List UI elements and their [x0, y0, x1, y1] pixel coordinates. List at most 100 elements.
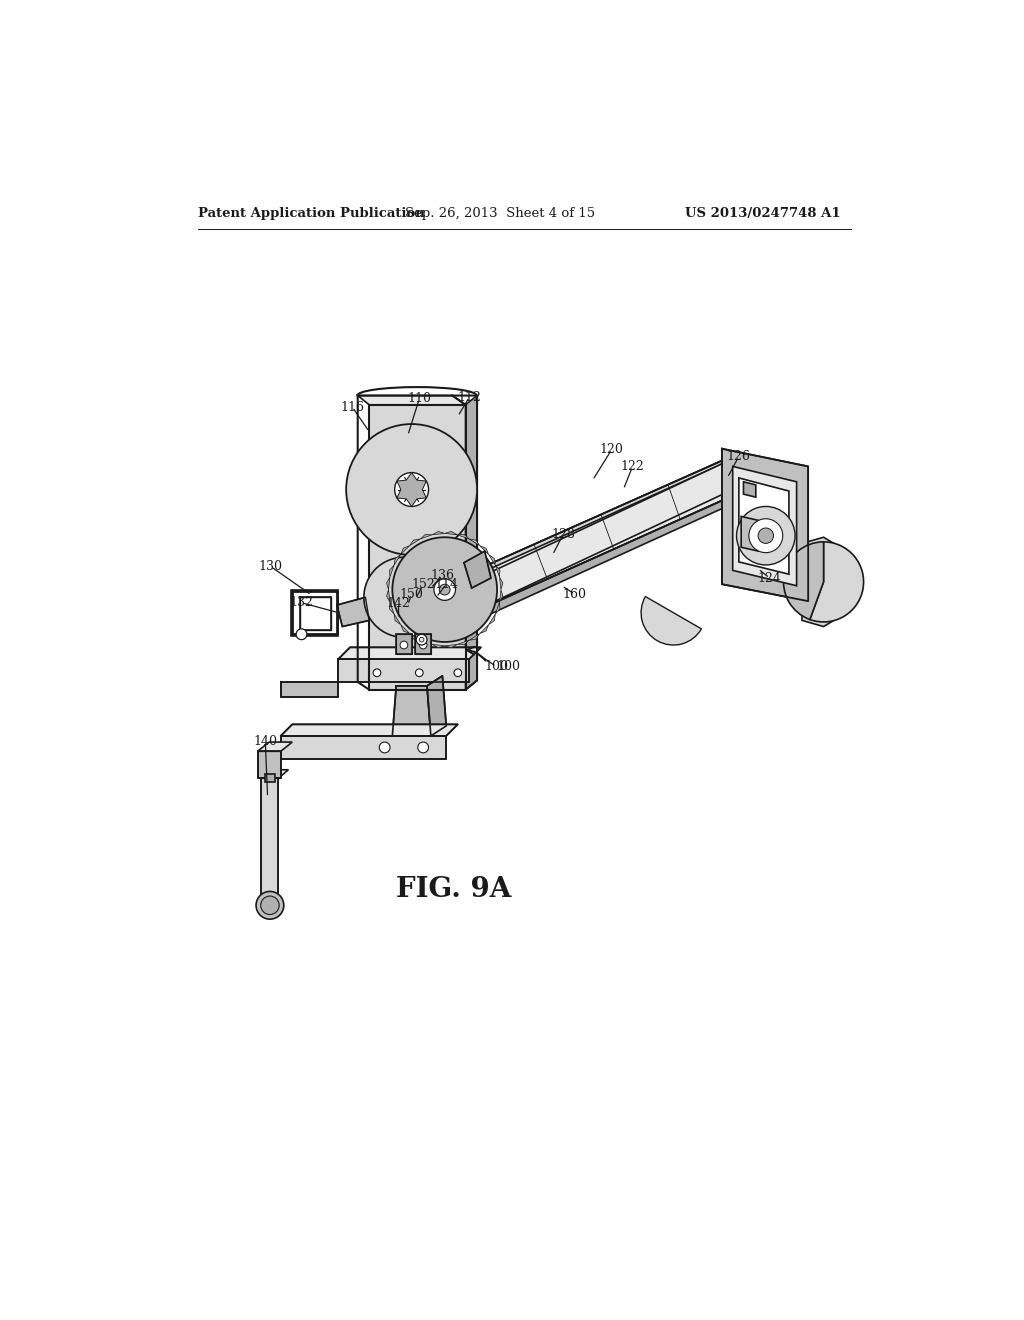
- Circle shape: [454, 669, 462, 677]
- Text: FIG. 9A: FIG. 9A: [396, 876, 512, 903]
- Circle shape: [346, 424, 477, 554]
- Circle shape: [416, 669, 423, 677]
- Polygon shape: [467, 455, 746, 609]
- Text: 140: 140: [253, 735, 278, 748]
- Circle shape: [373, 669, 381, 677]
- Polygon shape: [458, 640, 469, 645]
- Text: 122: 122: [621, 459, 644, 473]
- Polygon shape: [496, 602, 500, 614]
- Text: 114: 114: [434, 578, 459, 591]
- Polygon shape: [496, 565, 500, 577]
- Text: 128: 128: [551, 528, 575, 541]
- Polygon shape: [339, 659, 469, 682]
- Polygon shape: [466, 396, 477, 689]
- Polygon shape: [261, 779, 279, 898]
- Wedge shape: [783, 543, 823, 619]
- Polygon shape: [396, 635, 412, 653]
- Circle shape: [419, 642, 427, 649]
- Text: 136: 136: [430, 569, 455, 582]
- Polygon shape: [387, 577, 390, 590]
- Polygon shape: [410, 634, 420, 640]
- Polygon shape: [469, 634, 480, 640]
- Polygon shape: [410, 539, 420, 545]
- Polygon shape: [281, 682, 339, 697]
- Polygon shape: [370, 405, 466, 689]
- Polygon shape: [432, 644, 444, 648]
- Polygon shape: [802, 537, 847, 627]
- Polygon shape: [464, 552, 490, 589]
- Text: Sep. 26, 2013  Sheet 4 of 15: Sep. 26, 2013 Sheet 4 of 15: [406, 207, 595, 220]
- Polygon shape: [488, 554, 496, 565]
- Polygon shape: [444, 644, 458, 648]
- Circle shape: [416, 635, 427, 645]
- Text: 124: 124: [758, 572, 781, 585]
- Circle shape: [434, 579, 456, 601]
- Circle shape: [736, 507, 795, 565]
- Circle shape: [256, 891, 284, 919]
- Polygon shape: [281, 737, 446, 759]
- Polygon shape: [741, 516, 758, 552]
- Polygon shape: [420, 640, 432, 645]
- Polygon shape: [258, 751, 281, 779]
- Polygon shape: [733, 466, 797, 586]
- Polygon shape: [473, 459, 742, 605]
- Polygon shape: [743, 482, 756, 498]
- Polygon shape: [392, 686, 431, 737]
- Circle shape: [419, 638, 424, 642]
- Circle shape: [400, 642, 408, 649]
- Text: 100: 100: [484, 660, 508, 673]
- Polygon shape: [387, 590, 390, 602]
- Polygon shape: [389, 602, 394, 614]
- Polygon shape: [261, 770, 289, 779]
- Text: 142: 142: [387, 597, 411, 610]
- Polygon shape: [480, 545, 488, 554]
- Polygon shape: [265, 775, 275, 781]
- Wedge shape: [641, 597, 701, 645]
- Circle shape: [758, 528, 773, 544]
- Polygon shape: [432, 532, 444, 535]
- Polygon shape: [416, 635, 431, 653]
- Polygon shape: [420, 535, 432, 539]
- Polygon shape: [281, 725, 458, 737]
- Text: 100: 100: [497, 660, 520, 673]
- Polygon shape: [258, 742, 292, 751]
- Text: 150: 150: [399, 587, 424, 601]
- Polygon shape: [394, 614, 400, 624]
- Polygon shape: [389, 565, 394, 577]
- Polygon shape: [488, 614, 496, 624]
- Circle shape: [392, 537, 497, 642]
- Polygon shape: [291, 590, 339, 636]
- Polygon shape: [461, 455, 735, 582]
- Circle shape: [439, 585, 451, 595]
- Circle shape: [364, 557, 444, 638]
- Polygon shape: [394, 554, 400, 565]
- Polygon shape: [480, 624, 488, 634]
- Polygon shape: [400, 545, 410, 554]
- Polygon shape: [427, 676, 446, 737]
- Text: 160: 160: [563, 587, 587, 601]
- Polygon shape: [500, 590, 503, 602]
- Text: Patent Application Publication: Patent Application Publication: [199, 207, 425, 220]
- Polygon shape: [300, 598, 331, 630]
- Text: US 2013/0247748 A1: US 2013/0247748 A1: [685, 207, 841, 220]
- Polygon shape: [337, 598, 370, 627]
- Circle shape: [418, 742, 429, 752]
- Polygon shape: [500, 577, 503, 590]
- Circle shape: [296, 628, 307, 640]
- Circle shape: [379, 742, 390, 752]
- Circle shape: [749, 519, 782, 553]
- Polygon shape: [739, 478, 788, 574]
- Polygon shape: [357, 396, 466, 405]
- Polygon shape: [458, 535, 469, 539]
- Polygon shape: [722, 449, 808, 601]
- Polygon shape: [397, 473, 426, 507]
- Text: 120: 120: [600, 444, 624, 455]
- Text: 112: 112: [458, 391, 481, 404]
- Text: 130: 130: [259, 560, 283, 573]
- Text: 152: 152: [412, 578, 435, 591]
- Text: 132: 132: [290, 597, 313, 610]
- Text: 126: 126: [727, 450, 751, 463]
- Circle shape: [261, 896, 280, 915]
- Circle shape: [394, 473, 429, 507]
- Text: 116: 116: [340, 400, 365, 413]
